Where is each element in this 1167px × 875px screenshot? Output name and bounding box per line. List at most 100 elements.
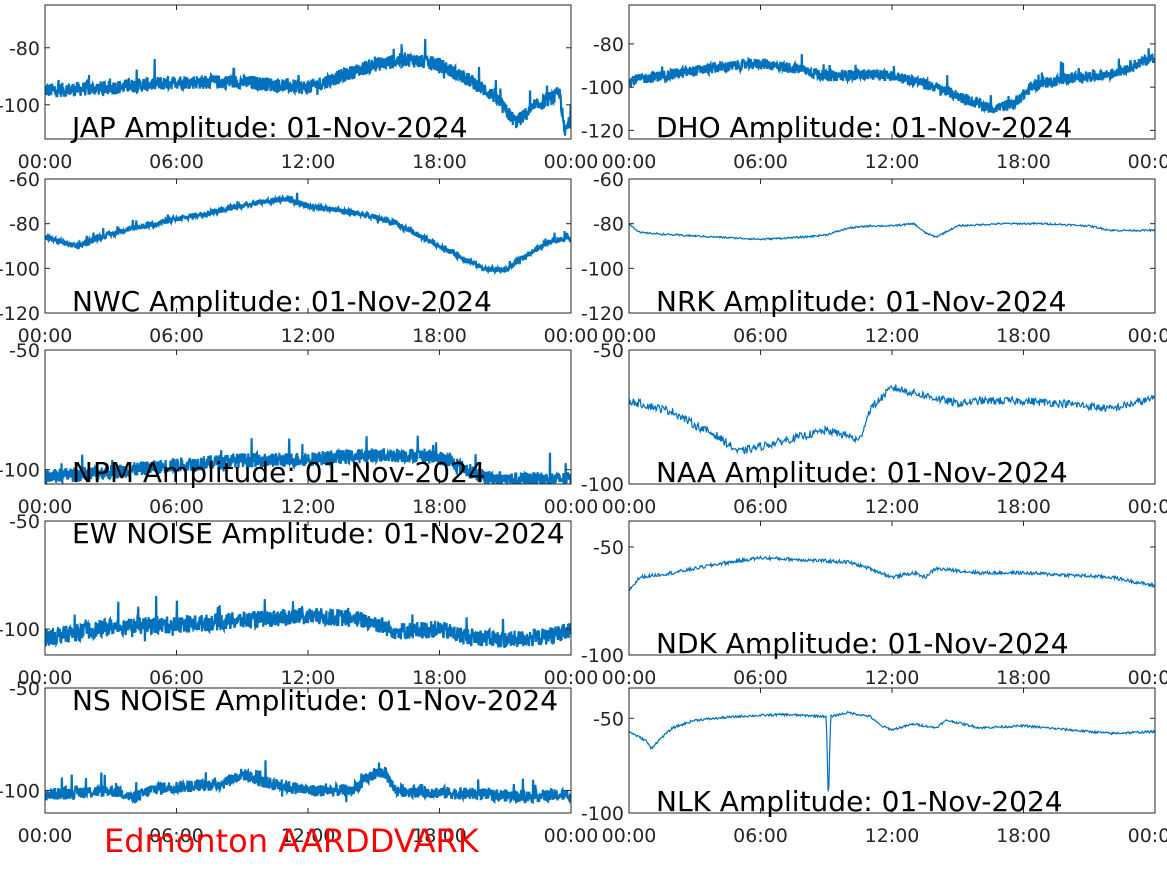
x-tick-label: 00:00: [602, 151, 657, 173]
y-tick-label: -60: [593, 169, 624, 191]
panel-title: NS NOISE Amplitude: 01-Nov-2024: [72, 684, 558, 717]
y-tick-label: -100: [581, 474, 624, 496]
series-line: [45, 435, 571, 484]
x-tick-label: 12:00: [865, 151, 920, 173]
panel-left-5: -50 -100 00:00 06:00 12:00 18:00 00:00 NS NOISE…: [0, 678, 598, 847]
series-line: [45, 192, 571, 276]
x-tick-label: 00:00: [544, 667, 599, 689]
series-line: [629, 554, 1155, 592]
x-tick-label: 18:00: [412, 325, 467, 347]
panel-title: NWC Amplitude: 01-Nov-2024: [72, 285, 492, 318]
x-tick-label: 12:00: [865, 325, 920, 347]
x-tick-label: 00:00: [18, 825, 73, 847]
x-tick-label: 18:00: [996, 325, 1051, 347]
x-tick-label: 00:00: [544, 496, 599, 518]
x-tick-label: 18:00: [412, 151, 467, 173]
x-tick-label: 00:00: [602, 496, 657, 518]
x-tick-label: 06:00: [149, 325, 204, 347]
y-tick-label: -100: [0, 258, 40, 280]
y-tick-label: -100: [581, 645, 624, 667]
x-tick-label: 18:00: [412, 496, 467, 518]
x-tick-label: 12:00: [865, 667, 920, 689]
footer-label: Edmonton AARDDVARK: [104, 822, 479, 860]
x-tick-label: 00:00: [18, 325, 73, 347]
series-line: [45, 38, 571, 136]
x-tick-label: 12:00: [865, 825, 920, 847]
x-tick-label: 12:00: [281, 496, 336, 518]
x-tick-label: 00:00: [1128, 667, 1167, 689]
x-tick-label: 00:00: [18, 151, 73, 173]
y-tick-label: -50: [593, 537, 624, 559]
y-tick-label: -80: [9, 38, 40, 60]
x-tick-label: 12:00: [865, 496, 920, 518]
series-line: [45, 595, 571, 649]
x-tick-label: 06:00: [733, 825, 788, 847]
x-tick-label: 06:00: [149, 151, 204, 173]
panel-title: NLK Amplitude: 01-Nov-2024: [656, 785, 1063, 818]
x-tick-label: 00:00: [1128, 496, 1167, 518]
y-tick-label: -50: [9, 678, 40, 700]
y-tick-label: -100: [581, 258, 624, 280]
panel-title: NPM Amplitude: 01-Nov-2024: [72, 456, 486, 489]
y-tick-label: -100: [0, 780, 40, 802]
x-tick-label: 18:00: [996, 151, 1051, 173]
x-tick-label: 12:00: [281, 667, 336, 689]
y-tick-label: -60: [9, 169, 40, 191]
y-tick-label: -120: [581, 120, 624, 142]
x-tick-label: 12:00: [281, 151, 336, 173]
series-line: [45, 760, 571, 805]
panel-title: DHO Amplitude: 01-Nov-2024: [656, 111, 1072, 144]
x-tick-label: 00:00: [1128, 151, 1167, 173]
x-tick-label: 18:00: [996, 496, 1051, 518]
panel-title: NAA Amplitude: 01-Nov-2024: [656, 456, 1068, 489]
series-line: [629, 384, 1155, 455]
x-tick-label: 00:00: [18, 667, 73, 689]
x-tick-label: 06:00: [733, 151, 788, 173]
x-tick-label: 18:00: [412, 667, 467, 689]
x-tick-label: 18:00: [412, 825, 467, 847]
x-tick-label: 12:00: [281, 825, 336, 847]
x-tick-label: 00:00: [1128, 325, 1167, 347]
y-tick-label: -100: [0, 95, 40, 117]
y-tick-label: -120: [581, 303, 624, 325]
y-tick-label: -100: [0, 460, 40, 482]
series-line: [629, 48, 1155, 114]
x-tick-label: 00:00: [602, 667, 657, 689]
x-tick-label: 00:00: [602, 825, 657, 847]
panel-left-1: -80 -100 00:00 06:00 12:00 18:00 00:00 JAP Ampl…: [0, 4, 599, 173]
x-tick-label: 00:00: [544, 325, 599, 347]
panel-title: NRK Amplitude: 01-Nov-2024: [656, 285, 1066, 318]
x-tick-label: 00:00: [602, 325, 657, 347]
y-tick-label: -100: [581, 77, 624, 99]
x-tick-label: 06:00: [149, 667, 204, 689]
panel-right-2: -60-80-100-12000:0006:0012:0018:0000:00N…: [581, 169, 1167, 347]
y-tick-label: -80: [593, 34, 624, 56]
y-tick-label: -80: [9, 214, 40, 236]
panel-left-3: -50 -100 00:00 06:00 12:00 18:00 00:00 NPM Ampl…: [0, 340, 598, 518]
x-tick-label: 00:00: [544, 825, 599, 847]
x-tick-label: 06:00: [733, 496, 788, 518]
x-tick-label: 00:00: [18, 496, 73, 518]
y-tick-label: -100: [581, 803, 624, 825]
y-tick-label: -50: [593, 340, 624, 362]
x-tick-label: 06:00: [733, 667, 788, 689]
x-tick-label: 00:00: [544, 151, 599, 173]
y-tick-label: -100: [0, 619, 40, 641]
x-tick-label: 18:00: [996, 825, 1051, 847]
x-tick-label: 06:00: [149, 496, 204, 518]
series-line: [629, 710, 1155, 792]
y-tick-label: -80: [593, 214, 624, 236]
y-tick-label: -50: [9, 511, 40, 533]
series-line: [629, 221, 1155, 241]
y-tick-label: -50: [593, 708, 624, 730]
y-tick-label: -120: [0, 303, 40, 325]
x-tick-label: 18:00: [996, 667, 1051, 689]
x-tick-label: 06:00: [149, 825, 204, 847]
panel-right-1: -80 -100 -120 00:00 06:00 12:00 18:00 00:00 DHO …: [581, 4, 1167, 173]
panel-left-4: -50 -100 00:00 06:00 12:00 18:00 00:00 EW NOISE…: [0, 511, 598, 689]
